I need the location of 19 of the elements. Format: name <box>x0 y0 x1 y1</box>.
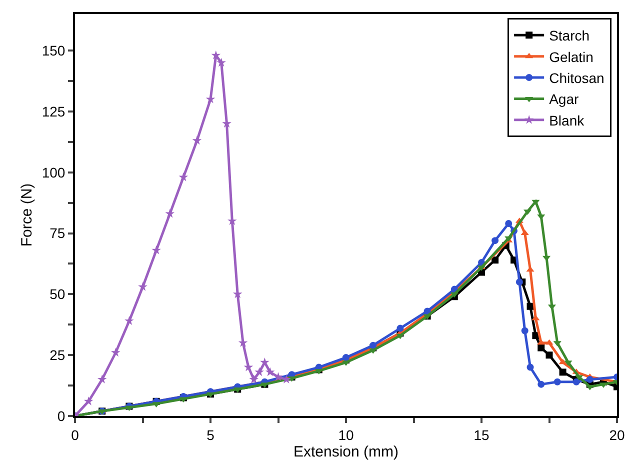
y-tick-label: 100 <box>42 164 66 180</box>
legend-label: Starch <box>549 28 590 44</box>
x-tick-label: 10 <box>338 426 354 443</box>
x-axis-title: Extension (mm) <box>293 443 399 460</box>
y-tick-label: 25 <box>50 346 66 363</box>
y-tick-label: 125 <box>42 103 66 120</box>
legend-label: Blank <box>549 112 586 128</box>
y-tick-label: 50 <box>50 286 66 302</box>
x-tick-label: 5 <box>206 426 215 443</box>
y-axis-title: Force (N) <box>18 183 36 247</box>
y-tick-label: 75 <box>50 225 66 242</box>
x-tick-label: 20 <box>609 426 625 443</box>
legend-label: Agar <box>549 91 579 108</box>
legend-label: Gelatin <box>549 48 594 65</box>
x-tick-label: 0 <box>71 426 80 443</box>
x-tick-label: 15 <box>474 426 490 443</box>
legend-label: Chitosan <box>549 70 604 86</box>
y-tick-label: 0 <box>57 408 66 424</box>
y-tick-label: 150 <box>42 42 66 58</box>
